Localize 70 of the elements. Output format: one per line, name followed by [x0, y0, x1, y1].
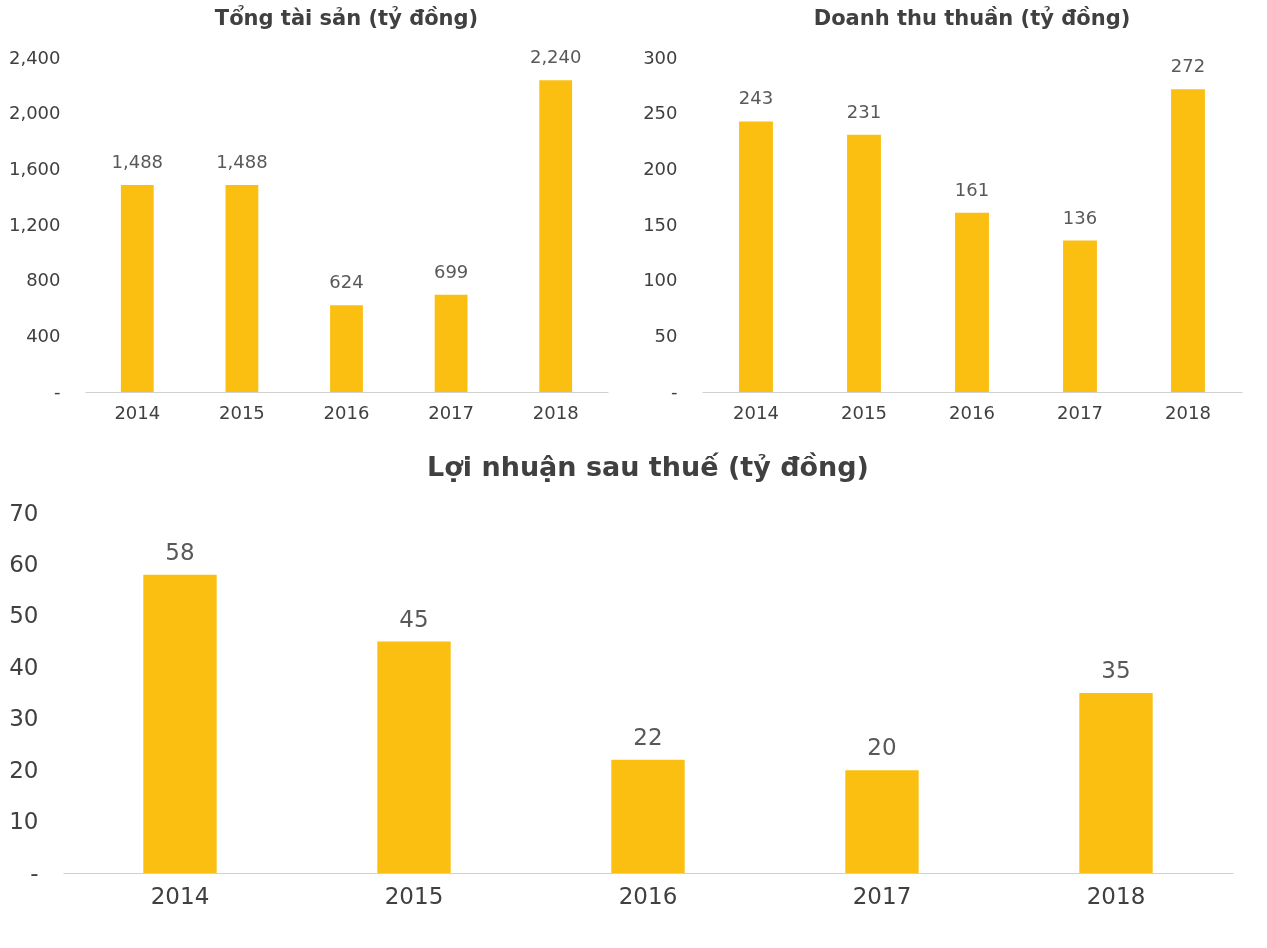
y-tick-label: -: [54, 380, 61, 402]
chart-title: Tổng tài sản (tỷ đồng): [214, 5, 479, 30]
data-label: 624: [329, 271, 364, 293]
bar: [143, 574, 217, 873]
x-tick-label: 2016: [618, 882, 678, 909]
y-tick-label: 400: [26, 324, 61, 346]
x-tick-label: 2014: [732, 401, 779, 423]
bar: [120, 184, 154, 392]
x-tick-label: 2017: [852, 882, 912, 909]
data-label: 231: [846, 100, 881, 122]
y-tick-label: 250: [642, 102, 677, 124]
y-tick-label: 1,200: [8, 213, 61, 235]
bar: [1170, 89, 1205, 392]
y-tick-label: 150: [642, 213, 677, 235]
x-tick-label: 2015: [384, 882, 444, 909]
x-tick-label: 2018: [1164, 401, 1211, 423]
data-label: 243: [738, 87, 773, 109]
data-label: 2,240: [529, 46, 582, 68]
x-tick-label: 2017: [1056, 401, 1103, 423]
y-tick-label: 10: [9, 808, 39, 835]
x-tick-label: 2016: [948, 401, 995, 423]
x-tick-label: 2014: [114, 401, 161, 423]
data-label: 1,488: [111, 150, 164, 172]
bar: [225, 184, 259, 392]
data-label: 699: [433, 260, 469, 282]
data-label: 58: [165, 538, 195, 565]
data-label: 136: [1062, 206, 1097, 228]
data-label: 272: [1170, 55, 1205, 77]
y-tick-label: 2,000: [8, 102, 61, 124]
x-tick-label: 2016: [323, 401, 370, 423]
x-tick-label: 2018: [532, 401, 579, 423]
bar: [845, 770, 919, 873]
y-tick-label: 200: [642, 157, 677, 179]
data-label: 20: [867, 734, 897, 761]
y-tick-label: 800: [26, 269, 61, 291]
x-tick-label: 2014: [150, 882, 210, 909]
chart-title: Doanh thu thuần (tỷ đồng): [813, 6, 1130, 30]
y-tick-label: 1,600: [8, 157, 61, 179]
y-tick-label: -: [30, 859, 39, 886]
y-tick-label: 2,400: [8, 46, 61, 68]
y-tick-label: 50: [654, 324, 677, 346]
y-tick-label: 50: [9, 602, 39, 629]
y-tick-label: -: [670, 380, 677, 402]
data-label: 35: [1101, 657, 1131, 683]
data-label: 161: [954, 178, 989, 200]
bar: [954, 212, 989, 392]
bar: [434, 294, 468, 392]
y-tick-label: 60: [9, 550, 39, 577]
bar: [738, 121, 773, 392]
bar: [330, 305, 363, 392]
y-tick-label: 70: [9, 499, 39, 526]
x-tick-label: 2017: [428, 401, 475, 423]
y-tick-label: 40: [9, 653, 39, 680]
x-tick-label: 2015: [840, 401, 887, 423]
bar: [377, 641, 451, 873]
bar: [1079, 693, 1153, 873]
data-label: 45: [399, 605, 429, 632]
bar: [611, 759, 685, 873]
bar: [1062, 240, 1097, 392]
x-tick-label: 2018: [1086, 882, 1146, 909]
data-label: 1,488: [216, 150, 268, 172]
y-tick-label: 20: [9, 756, 39, 783]
x-tick-label: 2015: [218, 401, 265, 423]
data-label: 22: [633, 723, 663, 750]
bar: [539, 80, 573, 392]
y-tick-label: 30: [9, 705, 39, 732]
y-tick-label: 100: [642, 269, 677, 291]
chart-title: Lợi nhuận sau thuế (tỷ đồng): [427, 451, 869, 482]
bar: [846, 134, 881, 392]
y-tick-label: 300: [642, 46, 677, 68]
